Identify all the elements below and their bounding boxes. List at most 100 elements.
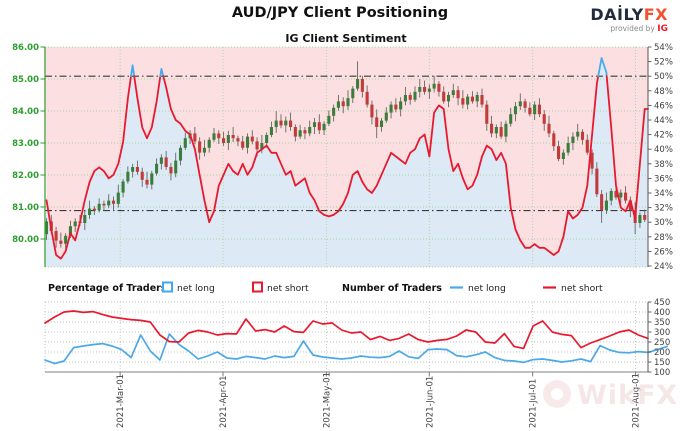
candle-body: [461, 98, 465, 105]
candle-body: [394, 104, 398, 110]
candle-body: [107, 200, 111, 206]
chart-subtitle: IG Client Sentiment: [285, 32, 406, 45]
candle-body: [384, 112, 388, 121]
price-axis-left: 86.00 85.00 84.00 83.00 82.00 81.00 80.00: [12, 43, 46, 267]
candle-body: [552, 133, 556, 147]
candle-body: [509, 114, 513, 124]
candle-body: [408, 95, 412, 100]
candle-body: [207, 139, 211, 148]
reference-lines: [45, 75, 648, 212]
dailyfx-logo-main: DAİLY: [590, 5, 643, 24]
candle-body: [442, 91, 446, 102]
candle-body: [609, 191, 613, 201]
count-tick-label: 150: [654, 358, 670, 368]
net-short-square-swatch: [252, 281, 263, 293]
candle-body: [265, 135, 269, 143]
legend-number-label: Number of Traders: [342, 283, 442, 294]
candle-body: [389, 104, 393, 113]
date-tick-label: 2021-Jul-01: [529, 379, 539, 428]
candle-body: [126, 171, 130, 182]
candle-body: [135, 167, 139, 172]
net-long-segment: [597, 57, 608, 78]
candle-body: [504, 123, 508, 137]
candle-body: [289, 120, 293, 127]
candle-body: [88, 208, 92, 215]
candle-body: [547, 123, 551, 134]
watermark: WikFX: [543, 380, 678, 411]
candle-body: [111, 200, 116, 204]
watermark-text: WikFX: [577, 380, 678, 411]
candle-body: [83, 215, 87, 223]
traders-net-short-line: [44, 310, 649, 350]
percent-tick-label: 24%: [654, 262, 673, 272]
legend-pct-net-long: net long: [177, 283, 215, 294]
traders-net-long-line: [44, 333, 668, 365]
candle-body: [68, 226, 72, 236]
candle-body: [365, 91, 369, 105]
candle-body: [178, 147, 183, 161]
candle-body: [308, 127, 312, 134]
date-tick-label: 2021-Aug-01: [632, 373, 642, 428]
candle-body: [327, 115, 331, 124]
candle-body: [250, 136, 254, 142]
candle-body: [140, 171, 144, 180]
candle-body: [523, 101, 527, 108]
count-tick-label: 450: [654, 298, 670, 308]
price-tick-label: 80.00: [12, 235, 39, 245]
percent-tick-label: 30%: [654, 218, 673, 228]
date-tick-label: 2021-May-01: [322, 372, 332, 428]
candle-body: [102, 203, 106, 206]
candle-body: [169, 167, 173, 174]
net-short-segment: [133, 75, 162, 140]
candle-body: [437, 83, 441, 92]
candle-body: [174, 160, 178, 174]
candle-body: [624, 192, 628, 201]
price-tick-label: 86.00: [12, 43, 39, 53]
candle-body: [619, 192, 623, 198]
legend-percentage-label: Percentage of Traders: [48, 283, 167, 294]
candle-body: [518, 101, 522, 107]
percent-tick-label: 40%: [654, 145, 673, 155]
candle-body: [332, 107, 336, 116]
percent-axis-right: 54% 52% 50% 48% 46% 44% 42% 40% 38% 36% 34% 32% 30% 2…: [647, 43, 673, 272]
candle-body: [293, 127, 297, 137]
candle-body: [643, 215, 647, 220]
candle-body: [303, 130, 307, 134]
candle-body: [628, 200, 632, 211]
candle-body: [499, 127, 503, 137]
candle-body: [585, 139, 589, 153]
candle-body: [269, 127, 273, 135]
candle-body: [576, 131, 580, 137]
candle-body: [193, 133, 197, 142]
candle-body: [356, 79, 360, 89]
percent-tick-label: 46%: [654, 101, 673, 111]
candle-body: [595, 168, 599, 195]
candle-body: [226, 135, 230, 143]
candle-body: [322, 123, 326, 131]
sentiment-fills: [45, 47, 648, 267]
legend-pct-net-short: net short: [267, 283, 309, 294]
candle-body: [164, 157, 168, 167]
candle-body: [159, 157, 163, 164]
candle-body: [183, 138, 187, 148]
count-tick-label: 350: [654, 318, 670, 328]
net-long-segment: [159, 68, 165, 78]
legend-num-net-long: net long: [468, 283, 506, 294]
candle-body: [604, 200, 608, 211]
candle-body: [59, 240, 63, 244]
date-axis: 2021-Mar-01 2021-Apr-01 2021-May-01 2021-Ju…: [116, 372, 641, 428]
date-tick-label: 2021-Apr-01: [219, 375, 229, 428]
watermark-logo-icon-inner: [551, 388, 563, 400]
ig-logo: IG: [657, 24, 668, 34]
count-tick-label: 400: [654, 308, 670, 318]
candle-body: [241, 141, 245, 148]
candle-body: [222, 138, 226, 143]
candle-body: [528, 107, 532, 115]
date-tick-label: 2021-Mar-01: [116, 374, 126, 428]
candle-body: [451, 90, 455, 95]
candle-body: [470, 96, 474, 102]
candle-body: [432, 83, 436, 89]
candle-body: [245, 136, 250, 148]
